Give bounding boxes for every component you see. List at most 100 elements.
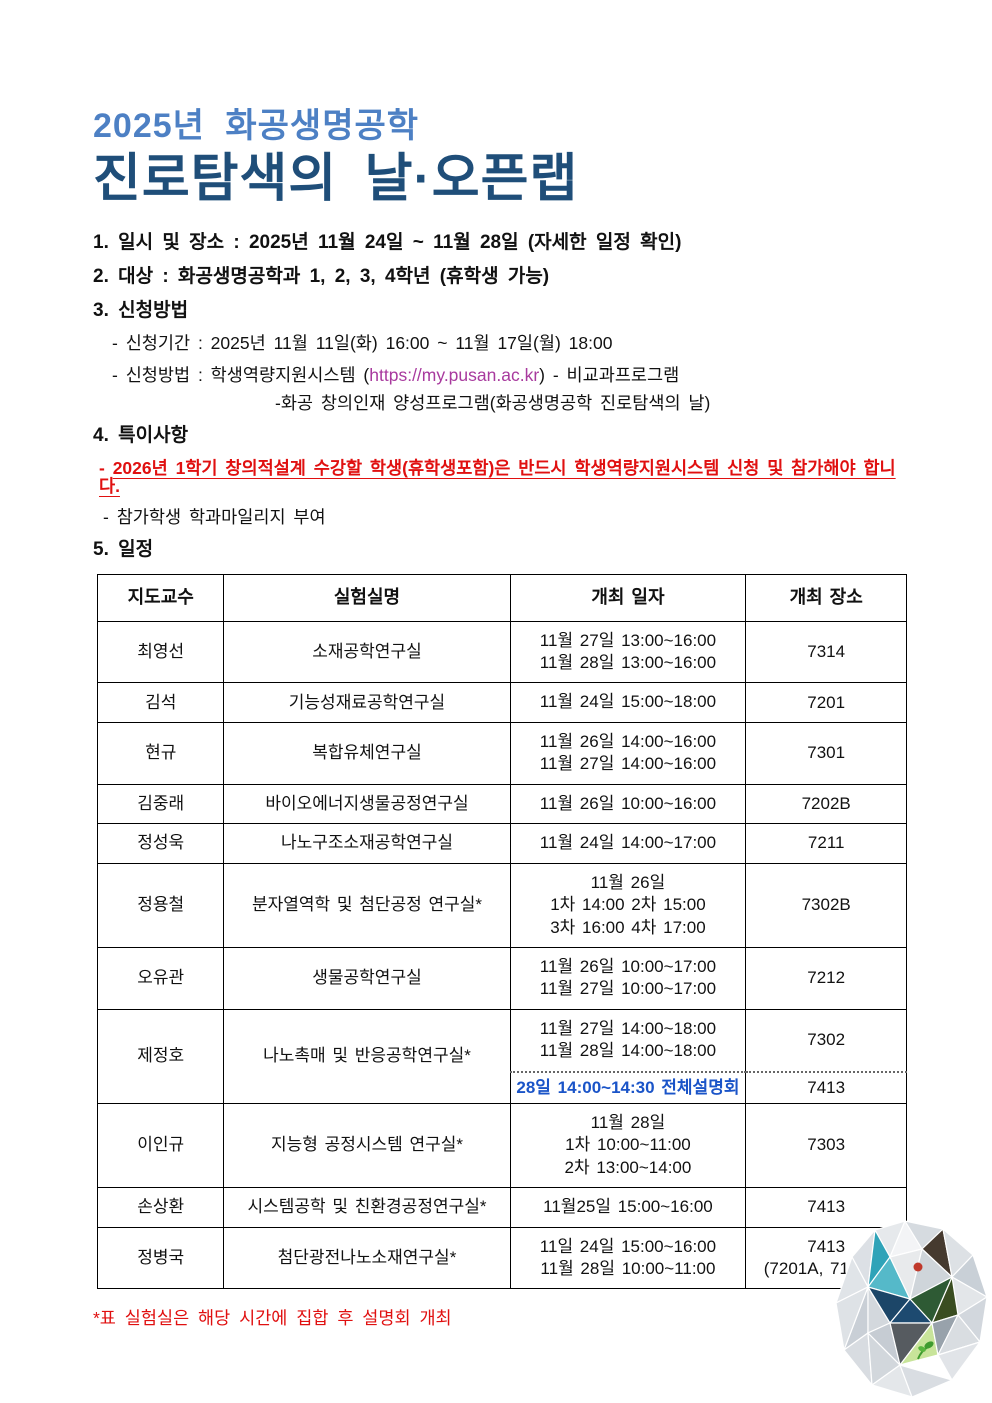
location-cell: 7212	[745, 946, 907, 1010]
professor-cell: 김중래	[96, 783, 225, 825]
location-cell: 7202B	[745, 783, 907, 825]
date-line: 1차 14:00 2차 15:00	[550, 895, 706, 915]
date-line: 11월 27일 13:00~16:00	[539, 630, 717, 650]
notice-item-datetime: 1. 일시 및 장소 : 2025년 11월 24일 ~ 11월 28일 (자세…	[93, 231, 682, 253]
professor-cell: 이인규	[96, 1102, 225, 1189]
location-line: 7201	[807, 692, 846, 712]
date-line: 11월 28일 10:00~11:00	[540, 1258, 716, 1278]
portal-link[interactable]: https://my.pusan.ac.kr	[369, 365, 540, 386]
lab-cell: 바이오에너지생물공정연구실	[223, 783, 511, 825]
professor-cell: 제정호	[96, 1008, 225, 1104]
notice-item-target: 2. 대상 : 화공생명공학과 1, 2, 3, 4학년 (휴학생 가능)	[93, 265, 550, 287]
lab-cell: 첨단광전나노소재연구실*	[223, 1226, 511, 1290]
professor-cell: 정용철	[96, 862, 225, 948]
location-line: 7212	[807, 968, 846, 988]
date-line: 11월 26일 10:00~16:00	[539, 793, 717, 813]
schedule-section: 지도교수 실험실명 개최 일자 개최 장소 최영선 소재공학연구실 11월 27일 …	[96, 573, 913, 1290]
page-title-line1: 2025년 화공생명공학	[93, 107, 420, 145]
lab-cell: 복합유체연구실	[223, 721, 511, 785]
table-row: 김중래 바이오에너지생물공정연구실 11월 26일 10:00~16:00 7202B	[96, 783, 907, 825]
red-dot-detail	[913, 1262, 923, 1272]
date-cell: 11월 26일 1차 14:00 2차 15:00 3차 16:00 4차 17:0…	[509, 862, 747, 948]
subrow-date-cell: 28일 14:00~14:30 전체설명회	[509, 1070, 747, 1104]
lab-cell: 나노구조소재공학연구실	[223, 823, 511, 864]
schedule-table: 지도교수 실험실명 개최 일자 개최 장소 최영선 소재공학연구실 11월 27일 …	[96, 573, 907, 1290]
location-line: 7202B	[801, 793, 851, 813]
professor-cell: 현규	[96, 721, 225, 785]
notice-apply-period: - 신청기간 : 2025년 11월 11일(화) 16:00 ~ 11월 17…	[112, 332, 613, 353]
page-title-line2: 진로탐색의 날·오픈랩	[93, 150, 579, 209]
location-cell: 7302	[745, 1008, 907, 1073]
apply-method-suffix: ) - 비교과프로그램	[539, 365, 680, 386]
subrow-location-cell: 7413	[745, 1070, 907, 1104]
date-line: 11월25일 15:00~16:00	[543, 1197, 713, 1217]
column-header-professor: 지도교수	[96, 573, 225, 622]
notice-item-apply-heading: 3. 신청방법	[93, 299, 189, 321]
date-line: 11월 24일 14:00~17:00	[539, 833, 717, 853]
table-row: 이인규 지능형 공정시스템 연구실* 11월 28일 1차 10:00~11:00 2차…	[96, 1102, 907, 1189]
professor-cell: 정병국	[96, 1226, 225, 1290]
location-line: 7302	[807, 1030, 846, 1050]
column-header-location: 개최 장소	[745, 573, 907, 622]
location-cell: 7303	[745, 1102, 907, 1189]
date-line: 3차 16:00 4차 17:00	[550, 917, 706, 937]
date-line: 11월 28일	[590, 1112, 666, 1132]
date-cell: 11월 24일 15:00~18:00	[509, 682, 747, 723]
date-line: 11일 24일 15:00~16:00	[539, 1236, 717, 1256]
date-cell: 11월 28일 1차 10:00~11:00 2차 13:00~14:00	[509, 1102, 747, 1189]
date-line: 2차 13:00~14:00	[564, 1157, 692, 1177]
date-line: 11월 27일 14:00~18:00	[539, 1018, 717, 1038]
lab-cell: 시스템공학 및 친환경공정연구실*	[223, 1187, 511, 1228]
location-line: 7413	[807, 1236, 846, 1256]
notice-item-special-heading: 4. 특이사항	[93, 425, 189, 447]
date-line: 1차 10:00~11:00	[565, 1135, 691, 1155]
notice-apply-method: - 신청방법 : 학생역량지원시스템 (https://my.pusan.ac.…	[112, 365, 913, 386]
lab-cell: 지능형 공정시스템 연구실*	[223, 1102, 511, 1189]
notice-mileage: - 참가학생 학과마일리지 부여	[103, 507, 326, 528]
notice-list: 1. 일시 및 장소 : 2025년 11월 24일 ~ 11월 28일 (자세…	[93, 233, 913, 559]
date-line: 11월 27일 10:00~17:00	[539, 979, 717, 999]
professor-cell: 정성욱	[96, 823, 225, 864]
table-row: 현규 복합유체연구실 11월 26일 14:00~16:00 11월 27일 14:0…	[96, 721, 907, 785]
location-line: 7211	[807, 833, 845, 853]
date-line: 11월 26일 14:00~16:00	[539, 731, 717, 751]
location-cell: 7211	[745, 823, 907, 864]
location-line: 7413	[807, 1197, 846, 1217]
lab-cell: 소재공학연구실	[223, 620, 511, 684]
date-line: 11월 26일 10:00~17:00	[539, 956, 717, 976]
date-cell: 11월 26일 10:00~16:00	[509, 783, 747, 825]
location-cell: 7413	[745, 1187, 907, 1228]
lab-cell: 나노촉매 및 반응공학연구실*	[223, 1008, 511, 1104]
location-cell: 7201	[745, 682, 907, 723]
date-cell: 11일 24일 15:00~16:00 11월 28일 10:00~11:00	[509, 1226, 747, 1290]
apply-method-prefix: - 신청방법 : 학생역량지원시스템 (	[112, 365, 370, 386]
column-header-lab: 실험실명	[223, 573, 511, 622]
date-line: 11월 28일 14:00~18:00	[539, 1041, 717, 1061]
date-line: 11월 24일 15:00~18:00	[539, 692, 717, 712]
table-row: 제정호 나노촉매 및 반응공학연구실* 11월 27일 14:00~18:00 11월…	[96, 1008, 907, 1104]
date-cell: 11월 26일 10:00~17:00 11월 27일 10:00~17:00	[509, 946, 747, 1010]
warning-text: 2026년 1학기 창의적설계 수강할 학생(휴학생포함)은 반드시 학생역량지…	[99, 458, 896, 496]
table-row: 손상환 시스템공학 및 친환경공정연구실* 11월25일 15:00~16:00 74…	[96, 1187, 907, 1228]
location-cell: 7301	[745, 721, 907, 785]
date-line: 11월 28일 13:00~16:00	[539, 653, 717, 673]
warning-dash: -	[99, 458, 105, 479]
professor-cell: 손상환	[96, 1187, 225, 1228]
location-cell: 7314	[745, 620, 907, 684]
lab-cell: 생물공학연구실	[223, 946, 511, 1010]
lab-cell: 분자열역학 및 첨단공정 연구실*	[223, 862, 511, 948]
table-row: 정성욱 나노구조소재공학연구실 11월 24일 14:00~17:00 7211	[96, 823, 907, 864]
location-line: 7302B	[801, 895, 851, 915]
location-line: 7303	[807, 1135, 846, 1155]
table-header-row: 지도교수 실험실명 개최 일자 개최 장소	[96, 573, 907, 622]
table-row: 오유관 생물공학연구실 11월 26일 10:00~17:00 11월 27일 10:…	[96, 946, 907, 1010]
date-cell: 11월 26일 14:00~16:00 11월 27일 14:00~16:00	[509, 721, 747, 785]
lab-cell: 기능성재료공학연구실	[223, 682, 511, 723]
location-line: 7314	[807, 641, 846, 661]
notice-content: 2025년 화공생명공학 진로탐색의 날·오픈랩 1. 일시 및 장소 : 20…	[93, 107, 913, 1330]
professor-cell: 김석	[96, 682, 225, 723]
table-row: 정용철 분자열역학 및 첨단공정 연구실* 11월 26일 1차 14:00 2차 1…	[96, 862, 907, 948]
professor-cell: 최영선	[96, 620, 225, 684]
table-row: 김석 기능성재료공학연구실 11월 24일 15:00~18:00 7201	[96, 682, 907, 723]
science-collage-sphere-graphic	[834, 1219, 989, 1398]
